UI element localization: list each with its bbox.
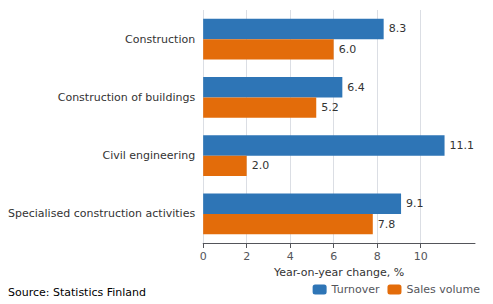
svg-text:8.3: 8.3 xyxy=(389,22,407,35)
svg-text:Turnover: Turnover xyxy=(331,283,380,296)
svg-text:11.1: 11.1 xyxy=(450,139,475,152)
svg-text:9.1: 9.1 xyxy=(406,197,424,210)
svg-text:Specialised construction activ: Specialised construction activities xyxy=(8,207,195,220)
svg-text:10: 10 xyxy=(414,250,428,263)
svg-text:8: 8 xyxy=(374,250,381,263)
svg-text:Sales volume: Sales volume xyxy=(406,283,480,296)
svg-text:Construction: Construction xyxy=(125,33,195,46)
svg-text:2: 2 xyxy=(243,250,250,263)
svg-text:6: 6 xyxy=(330,250,337,263)
svg-text:7.8: 7.8 xyxy=(378,218,396,231)
svg-text:2.0: 2.0 xyxy=(252,159,270,172)
svg-text:0: 0 xyxy=(200,250,207,263)
svg-text:6.4: 6.4 xyxy=(347,81,365,94)
svg-text:Source: Statistics Finland: Source: Statistics Finland xyxy=(8,286,146,299)
svg-text:5.2: 5.2 xyxy=(321,101,339,114)
svg-text:Construction of buildings: Construction of buildings xyxy=(58,91,196,104)
svg-text:6.0: 6.0 xyxy=(339,43,357,56)
svg-text:4: 4 xyxy=(287,250,294,263)
svg-text:Civil engineering: Civil engineering xyxy=(102,149,195,162)
svg-text:Year-on-year change, %: Year-on-year change, % xyxy=(273,266,404,279)
